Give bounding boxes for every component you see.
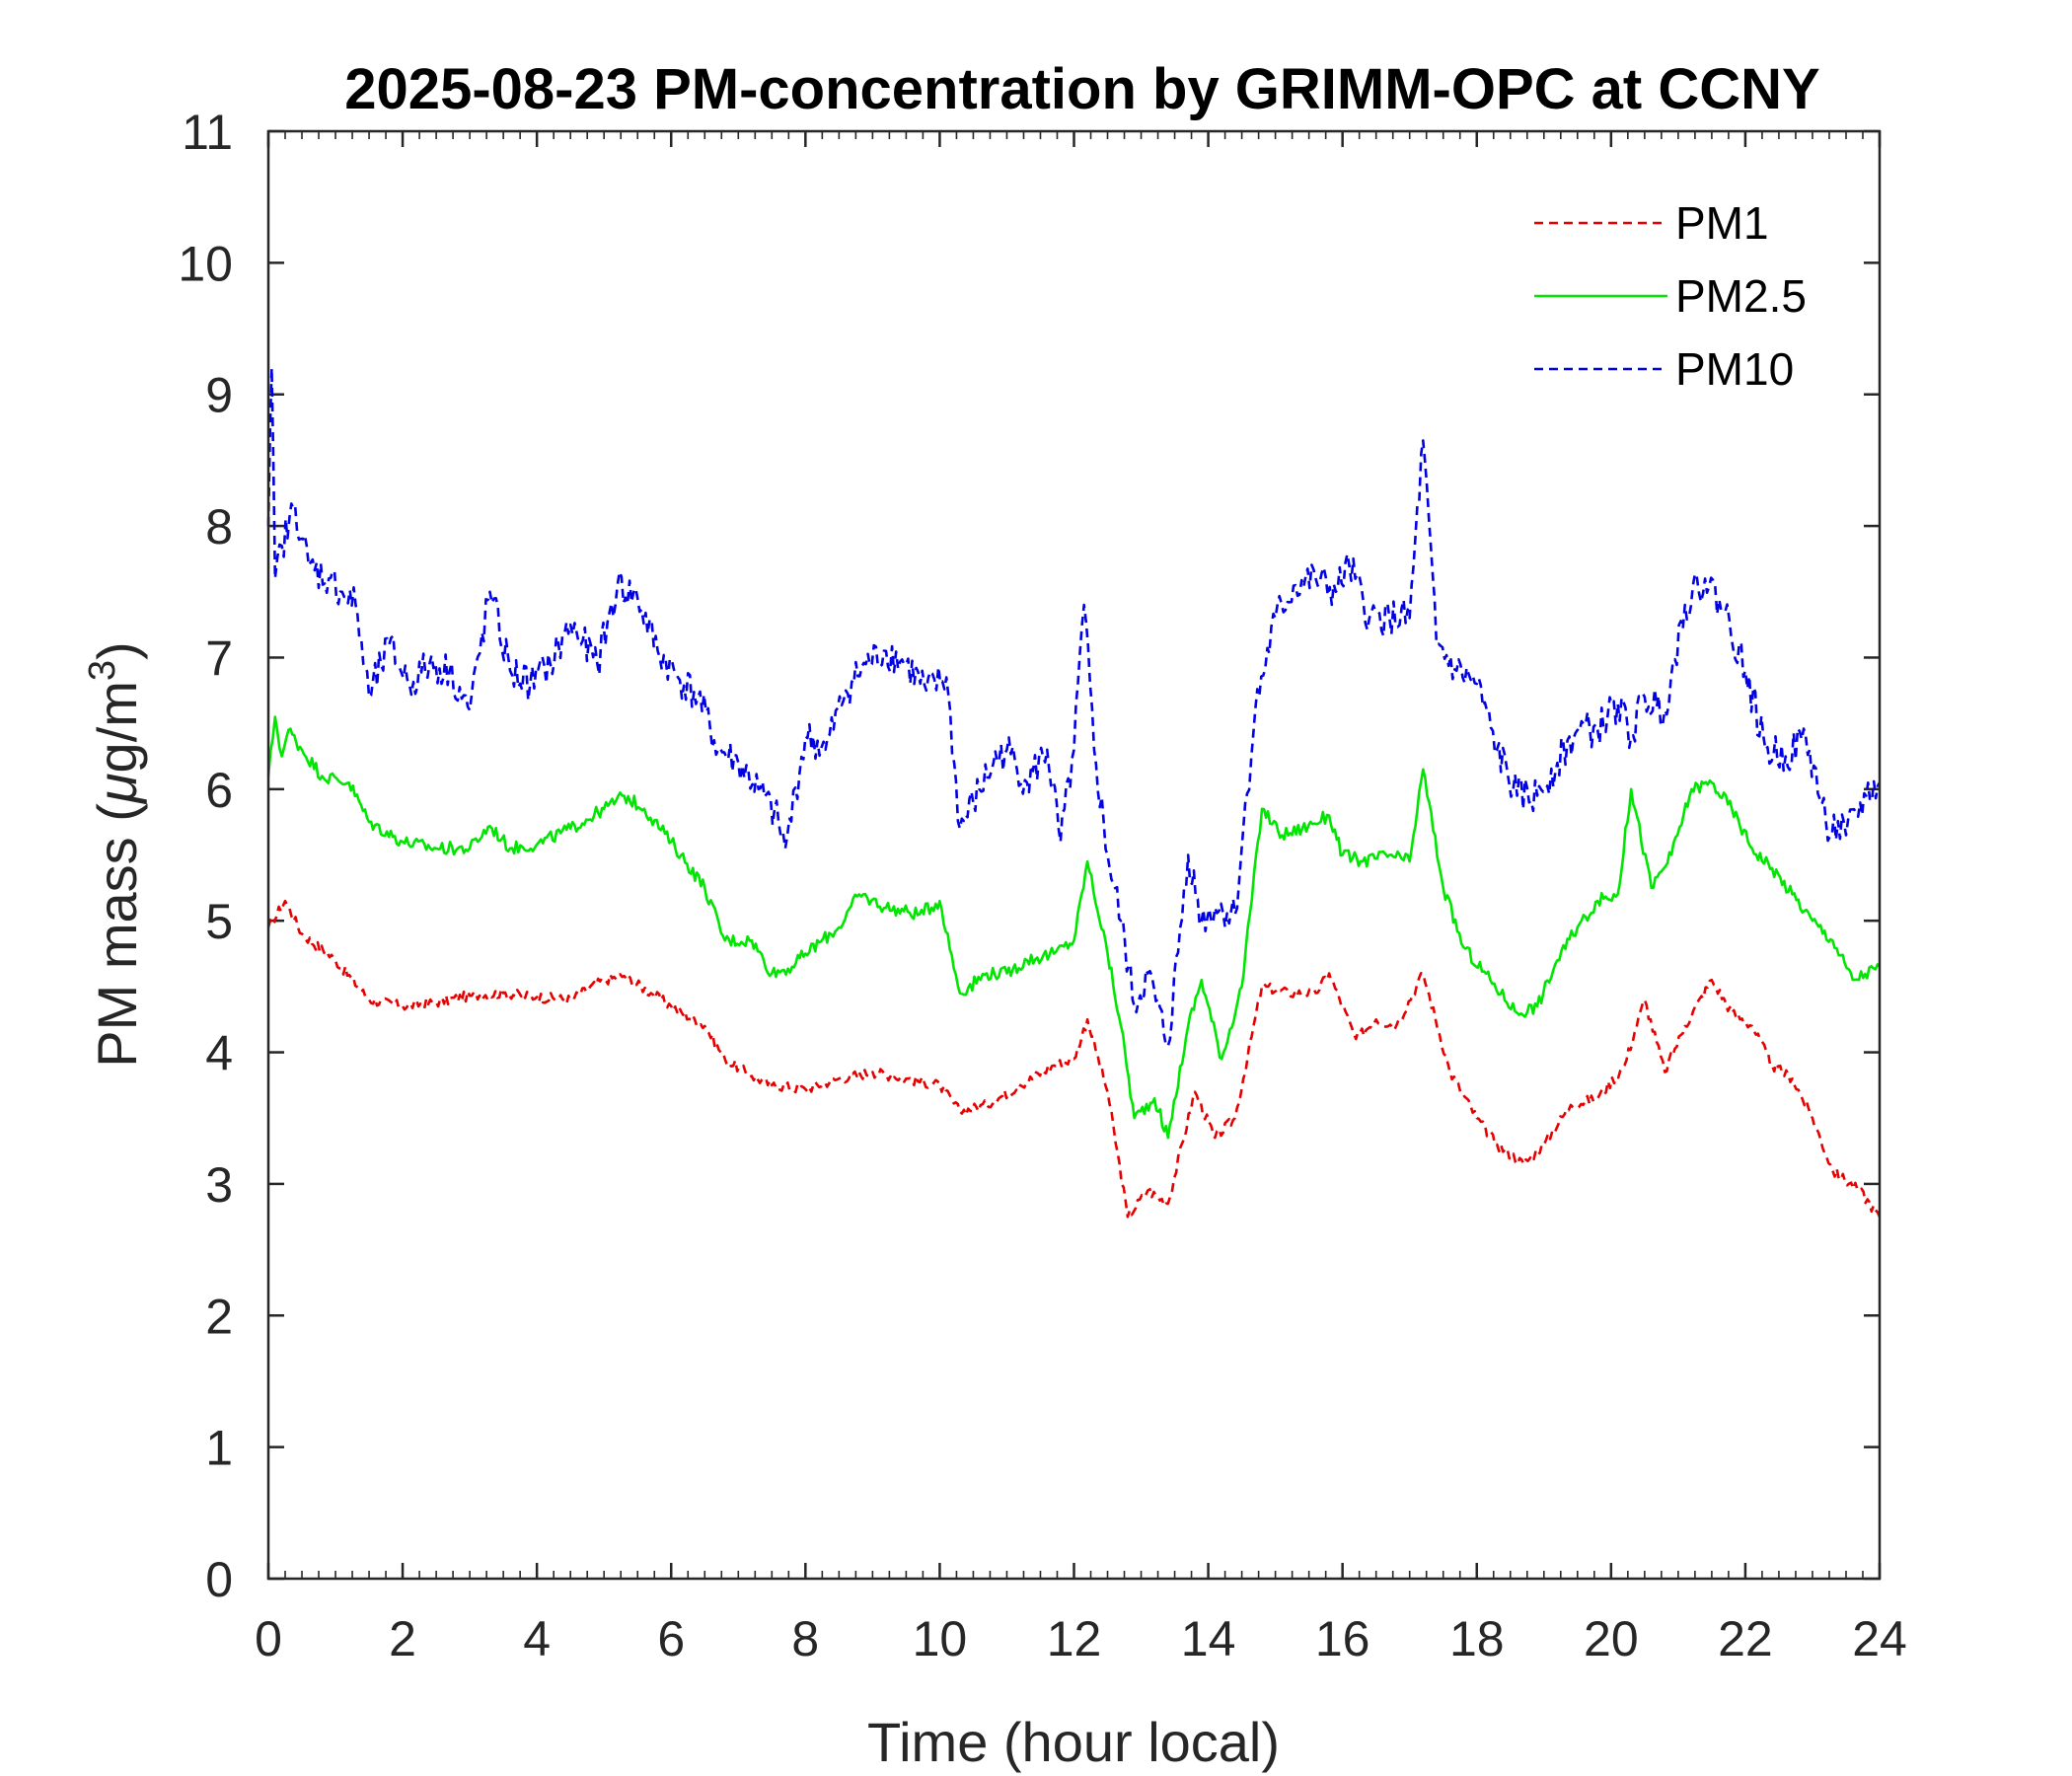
chart-title: 2025-08-23 PM-concentration by GRIMM-OPC… [344, 57, 1819, 121]
y-tick-label: 9 [205, 368, 233, 423]
y-tick-label: 2 [205, 1289, 233, 1344]
y-axis-label-superscript: 3 [82, 660, 123, 681]
x-tick-label: 6 [657, 1611, 685, 1666]
y-tick-label: 1 [205, 1421, 233, 1476]
y-axis-label-suffix: ) [86, 641, 148, 660]
x-tick-label: 0 [255, 1611, 282, 1666]
y-tick-label: 4 [205, 1026, 233, 1081]
x-tick-label: 16 [1315, 1611, 1370, 1666]
x-tick-label: 12 [1047, 1611, 1102, 1666]
y-axis-label-mu: μ [86, 773, 148, 805]
series-line-pm25 [266, 715, 1881, 1140]
x-tick-label: 18 [1449, 1611, 1505, 1666]
x-tick-label: 14 [1181, 1611, 1236, 1666]
data-series [266, 366, 1882, 1219]
legend-label: PM2.5 [1675, 270, 1807, 322]
plot-frame [266, 129, 1882, 1581]
y-tick-label: 11 [182, 105, 233, 160]
x-tick-label: 10 [913, 1611, 968, 1666]
x-tick-label: 4 [523, 1611, 551, 1666]
y-tick-label: 8 [205, 499, 233, 555]
y-tick-label: 0 [205, 1552, 233, 1607]
x-tick-label: 22 [1718, 1611, 1773, 1666]
y-tick-label: 3 [205, 1157, 233, 1213]
x-tick-label: 20 [1584, 1611, 1639, 1666]
y-tick-label: 7 [205, 630, 233, 686]
y-tick-label: 6 [205, 763, 233, 818]
legend: PM1 PM2.5 PM10 [1534, 197, 1807, 395]
series-line-pm1 [266, 899, 1882, 1219]
y-tick-label: 10 [178, 236, 233, 291]
plot-area [268, 131, 1880, 1579]
y-tick-label: 5 [205, 894, 233, 949]
legend-label: PM10 [1675, 343, 1794, 395]
x-axis-label: Time (hour local) [867, 1711, 1280, 1773]
x-tick-label: 8 [791, 1611, 819, 1666]
x-tick-label: 24 [1852, 1611, 1907, 1666]
y-axis-label-prefix: PM mass ( [86, 803, 148, 1068]
x-tick-label: 2 [389, 1611, 416, 1666]
y-axis-label: PM mass (μg/m3) [82, 641, 148, 1067]
legend-label: PM1 [1675, 197, 1769, 249]
y-axis-label-unit: g/m [86, 681, 148, 773]
series-line-pm10 [266, 366, 1882, 1048]
